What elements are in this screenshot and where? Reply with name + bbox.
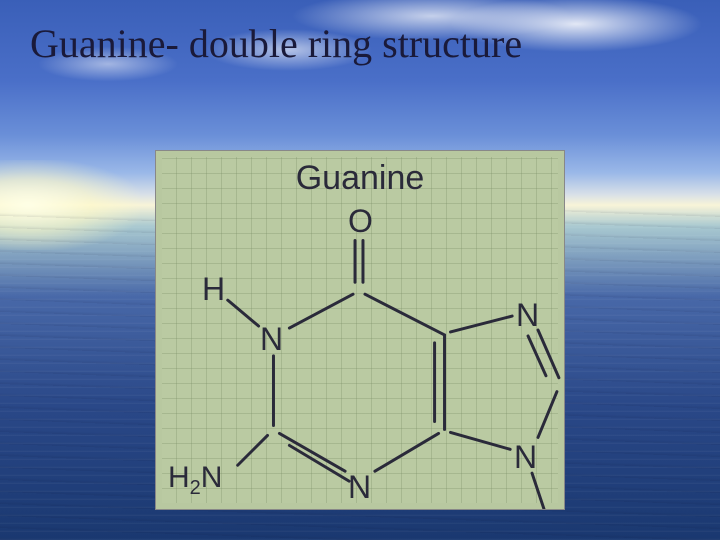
molecule-diagram: Guanine O H N H2N N N N <box>155 150 565 510</box>
bond-structure <box>156 151 564 509</box>
slide-title: Guanine- double ring structure <box>30 20 522 67</box>
